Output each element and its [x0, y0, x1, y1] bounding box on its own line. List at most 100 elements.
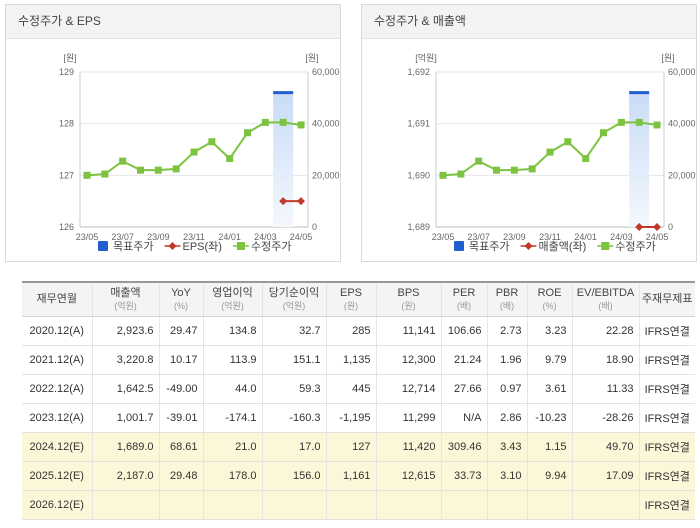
table-cell: 29.47 — [158, 316, 203, 346]
table-cell: -49.00 — [158, 374, 203, 404]
column-header-label: 매출액 — [110, 286, 141, 299]
table-cell: 18.90 — [571, 345, 639, 375]
price-point — [582, 155, 590, 163]
legend-label: 목표주가 — [469, 240, 509, 253]
legend-swatch-target — [98, 241, 108, 251]
legend-swatch-target — [454, 241, 464, 251]
left-tick-label: 126 — [59, 222, 74, 232]
legend-swatch-diamond — [168, 242, 177, 250]
chart-title: 수정주가 & 매출액 — [362, 5, 696, 39]
table-cell — [158, 490, 203, 520]
table-cell: 11.33 — [571, 374, 639, 404]
table-cell — [571, 490, 639, 520]
table-cell: 2020.12(A) — [22, 316, 92, 346]
column-header-unit: (원) — [401, 300, 416, 311]
x-tick-label: 23/11 — [539, 232, 561, 242]
column-header: 재무연월 — [22, 281, 92, 317]
column-header-label: 주재무제표 — [641, 293, 693, 305]
column-header-label: EV/EBITDA — [576, 286, 635, 299]
price-point — [528, 165, 536, 173]
price-point — [83, 171, 91, 179]
x-tick-label: 23/11 — [183, 232, 205, 242]
column-header: EPS (원) — [325, 281, 376, 317]
table-cell: 1,642.5 — [91, 374, 159, 404]
table-cell: 127 — [325, 432, 376, 462]
table-cell: 11,299 — [375, 403, 441, 433]
left-tick-label: 128 — [59, 119, 74, 129]
table-cell: 285 — [325, 316, 376, 346]
price-point — [226, 155, 234, 163]
table-cell: 27.66 — [440, 374, 487, 404]
table-cell: 12,615 — [375, 461, 441, 491]
table-cell — [375, 490, 441, 520]
left-series-point — [653, 223, 661, 231]
table-cell: -39.01 — [158, 403, 203, 433]
table-cell: 156.0 — [261, 461, 326, 491]
table-cell: 49.70 — [571, 432, 639, 462]
x-tick-label: 23/05 — [76, 232, 99, 242]
table-cell: -28.26 — [571, 403, 639, 433]
table-cell: 309.46 — [440, 432, 487, 462]
table-cell: 17.0 — [261, 432, 326, 462]
price-point — [101, 170, 109, 178]
column-header: EV/EBITDA (배) — [571, 281, 639, 317]
column-header-unit: (원) — [343, 300, 359, 311]
x-tick-label: 23/09 — [503, 232, 526, 242]
financial-table: 재무연월 매출액 (억원) YoY (%) 영업이익 (억원) 당기순이익 (억원) EPS (원)… — [22, 281, 695, 520]
table-cell: IFRS연결 — [638, 490, 695, 520]
x-tick-label: 24/05 — [290, 232, 313, 242]
table-cell: 2.86 — [486, 403, 527, 433]
x-tick-label: 23/05 — [432, 232, 455, 242]
price-point — [653, 121, 661, 129]
table-cell: N/A — [440, 403, 487, 433]
table-row: 2021.12(A) 3,220.8 10.17 113.9 151.1 1,135 12,… — [22, 345, 695, 375]
table-cell: 12,714 — [375, 374, 441, 404]
table-row: 2020.12(A) 2,923.6 29.47 134.8 32.7 285 11,141… — [22, 316, 695, 346]
column-header-label: PBR — [495, 286, 519, 299]
right-tick-label: 0 — [668, 222, 673, 232]
left-tick-label: 1,692 — [407, 67, 430, 77]
legend-swatch-diamond — [524, 242, 533, 250]
target-price-band — [629, 92, 650, 227]
table-cell: 1.96 — [486, 345, 527, 375]
price-point — [635, 118, 643, 126]
column-header-label: PER — [452, 286, 476, 299]
table-cell — [91, 490, 159, 520]
price-point — [493, 166, 500, 174]
x-tick-label: 23/09 — [147, 232, 170, 242]
table-cell: 33.73 — [440, 461, 487, 491]
column-header-label: 재무연월 — [36, 293, 77, 305]
table-row: 2022.12(A) 1,642.5 -49.00 44.0 59.3 445 12,714… — [22, 374, 695, 404]
price-point — [172, 165, 180, 173]
table-cell: 9.94 — [526, 461, 572, 491]
left-series-point — [279, 197, 288, 206]
column-header: 영업이익 (억원) — [202, 281, 262, 317]
chart-panel-price-eps: 수정주가 & EPS [원] [원] 129 60,000 128 40,000 127 20… — [5, 4, 341, 262]
table-cell: 2023.12(A) — [22, 403, 92, 433]
table-row: 2023.12(A) 1,001.7 -39.01 -174.1 -160.3 -1,19… — [22, 403, 695, 433]
table-cell: -160.3 — [261, 403, 326, 433]
table-cell: 2.73 — [486, 316, 527, 346]
column-header: 주재무제표 — [638, 281, 695, 317]
legend-label: 목표주가 — [113, 240, 153, 253]
chart-panel-price-sales: 수정주가 & 매출액 [억원] [원] 1,692 60,000 1,691 40,000… — [361, 4, 697, 262]
right-tick-label: 60,000 — [312, 67, 340, 77]
table-cell: 1,001.7 — [91, 403, 159, 433]
table-cell: 10.17 — [158, 345, 203, 375]
table-cell — [325, 490, 376, 520]
table-cell: 2026.12(E) — [22, 490, 92, 520]
price-point — [475, 157, 483, 165]
price-point — [244, 129, 251, 137]
table-cell: 2021.12(A) — [22, 345, 92, 375]
x-tick-label: 24/01 — [218, 232, 241, 242]
table-cell: 1,161 — [325, 461, 376, 491]
right-tick-label: 40,000 — [668, 119, 696, 129]
left-tick-label: 1,689 — [407, 222, 430, 232]
column-header: YoY (%) — [158, 281, 203, 317]
table-cell: 21.24 — [440, 345, 487, 375]
right-axis-unit: [원] — [661, 53, 674, 63]
table-cell: 0.97 — [486, 374, 527, 404]
table-cell: 9.79 — [526, 345, 572, 375]
table-cell — [526, 490, 572, 520]
table-cell: 178.0 — [202, 461, 262, 491]
